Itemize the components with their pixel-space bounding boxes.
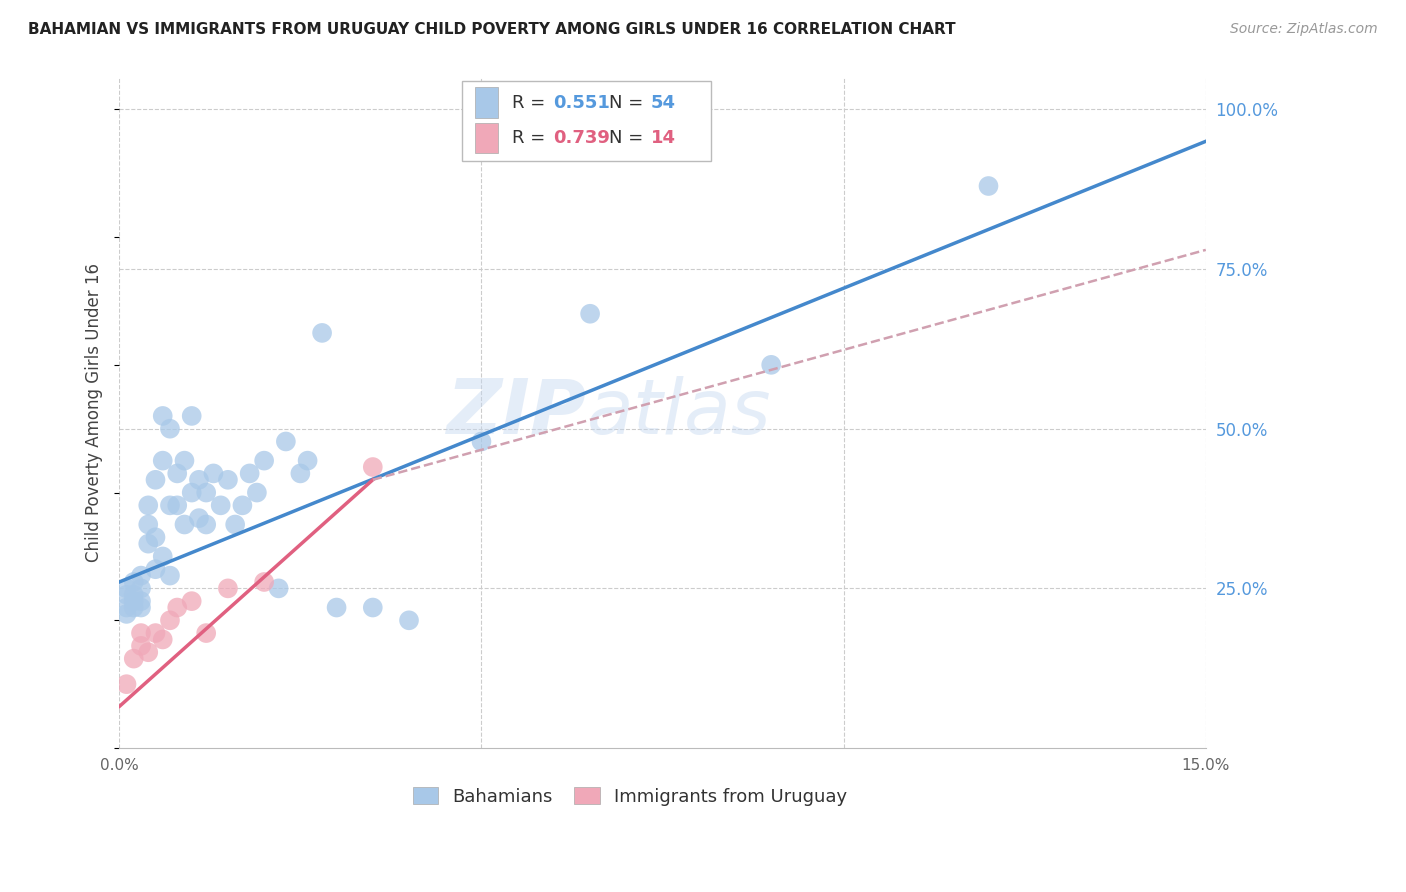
- Point: [759, 358, 782, 372]
- Point: [115, 582, 138, 596]
- Point: [152, 409, 174, 423]
- Point: [180, 594, 202, 608]
- Point: [145, 530, 167, 544]
- Y-axis label: Child Poverty Among Girls Under 16: Child Poverty Among Girls Under 16: [86, 263, 103, 562]
- Point: [180, 485, 202, 500]
- Point: [290, 467, 312, 481]
- Point: [325, 600, 347, 615]
- Point: [311, 326, 333, 340]
- Text: atlas: atlas: [586, 376, 770, 450]
- Text: R =: R =: [512, 94, 551, 112]
- Point: [129, 594, 152, 608]
- Point: [136, 645, 159, 659]
- Text: 0.551: 0.551: [553, 94, 610, 112]
- FancyBboxPatch shape: [461, 81, 711, 161]
- Point: [166, 600, 188, 615]
- Point: [129, 639, 152, 653]
- Bar: [475, 87, 499, 118]
- Point: [122, 651, 145, 665]
- Point: [173, 453, 195, 467]
- Point: [136, 499, 159, 513]
- Point: [246, 485, 269, 500]
- Point: [115, 600, 138, 615]
- Point: [361, 600, 384, 615]
- Point: [361, 460, 384, 475]
- Point: [217, 473, 239, 487]
- Text: 0.739: 0.739: [553, 129, 610, 147]
- Point: [129, 582, 152, 596]
- Point: [152, 453, 174, 467]
- Legend: Bahamians, Immigrants from Uruguay: Bahamians, Immigrants from Uruguay: [405, 780, 855, 813]
- Text: R =: R =: [512, 129, 551, 147]
- Point: [136, 536, 159, 550]
- Point: [129, 568, 152, 582]
- Point: [188, 473, 211, 487]
- Point: [188, 511, 211, 525]
- Point: [122, 594, 145, 608]
- Point: [152, 632, 174, 647]
- Point: [159, 499, 181, 513]
- Point: [115, 677, 138, 691]
- Point: [173, 517, 195, 532]
- Point: [166, 499, 188, 513]
- Point: [202, 467, 225, 481]
- Point: [274, 434, 297, 449]
- Point: [231, 499, 253, 513]
- Point: [180, 409, 202, 423]
- Point: [152, 549, 174, 564]
- Point: [195, 626, 218, 640]
- Text: Source: ZipAtlas.com: Source: ZipAtlas.com: [1230, 22, 1378, 37]
- Point: [195, 517, 218, 532]
- Point: [145, 473, 167, 487]
- Point: [398, 613, 420, 627]
- Point: [579, 307, 602, 321]
- Point: [239, 467, 262, 481]
- Point: [115, 607, 138, 621]
- Point: [217, 582, 239, 596]
- Point: [267, 582, 290, 596]
- Point: [122, 574, 145, 589]
- Point: [253, 453, 276, 467]
- Point: [166, 467, 188, 481]
- Bar: [475, 123, 499, 153]
- Text: 14: 14: [651, 129, 676, 147]
- Point: [209, 499, 232, 513]
- Text: N =: N =: [609, 94, 650, 112]
- Point: [136, 517, 159, 532]
- Point: [224, 517, 246, 532]
- Text: N =: N =: [609, 129, 650, 147]
- Point: [159, 613, 181, 627]
- Point: [159, 568, 181, 582]
- Point: [129, 600, 152, 615]
- Point: [195, 485, 218, 500]
- Point: [297, 453, 319, 467]
- Point: [122, 600, 145, 615]
- Point: [129, 626, 152, 640]
- Point: [253, 574, 276, 589]
- Text: ZIP: ZIP: [447, 376, 586, 450]
- Point: [122, 588, 145, 602]
- Point: [115, 588, 138, 602]
- Point: [145, 562, 167, 576]
- Point: [145, 626, 167, 640]
- Text: 54: 54: [651, 94, 676, 112]
- Point: [470, 434, 492, 449]
- Point: [159, 422, 181, 436]
- Text: BAHAMIAN VS IMMIGRANTS FROM URUGUAY CHILD POVERTY AMONG GIRLS UNDER 16 CORRELATI: BAHAMIAN VS IMMIGRANTS FROM URUGUAY CHIL…: [28, 22, 956, 37]
- Point: [977, 179, 1000, 194]
